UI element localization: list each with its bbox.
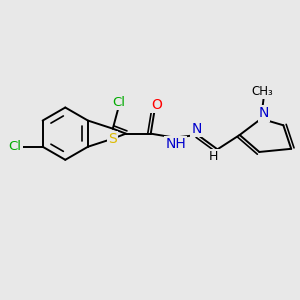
Text: N: N <box>191 122 202 136</box>
Text: H: H <box>209 150 219 163</box>
Text: CH₃: CH₃ <box>251 85 273 98</box>
Text: Cl: Cl <box>112 96 125 109</box>
Text: Cl: Cl <box>9 140 22 153</box>
Text: NH: NH <box>165 137 186 151</box>
Text: N: N <box>259 106 269 120</box>
Text: O: O <box>152 98 163 112</box>
Text: S: S <box>108 132 117 145</box>
